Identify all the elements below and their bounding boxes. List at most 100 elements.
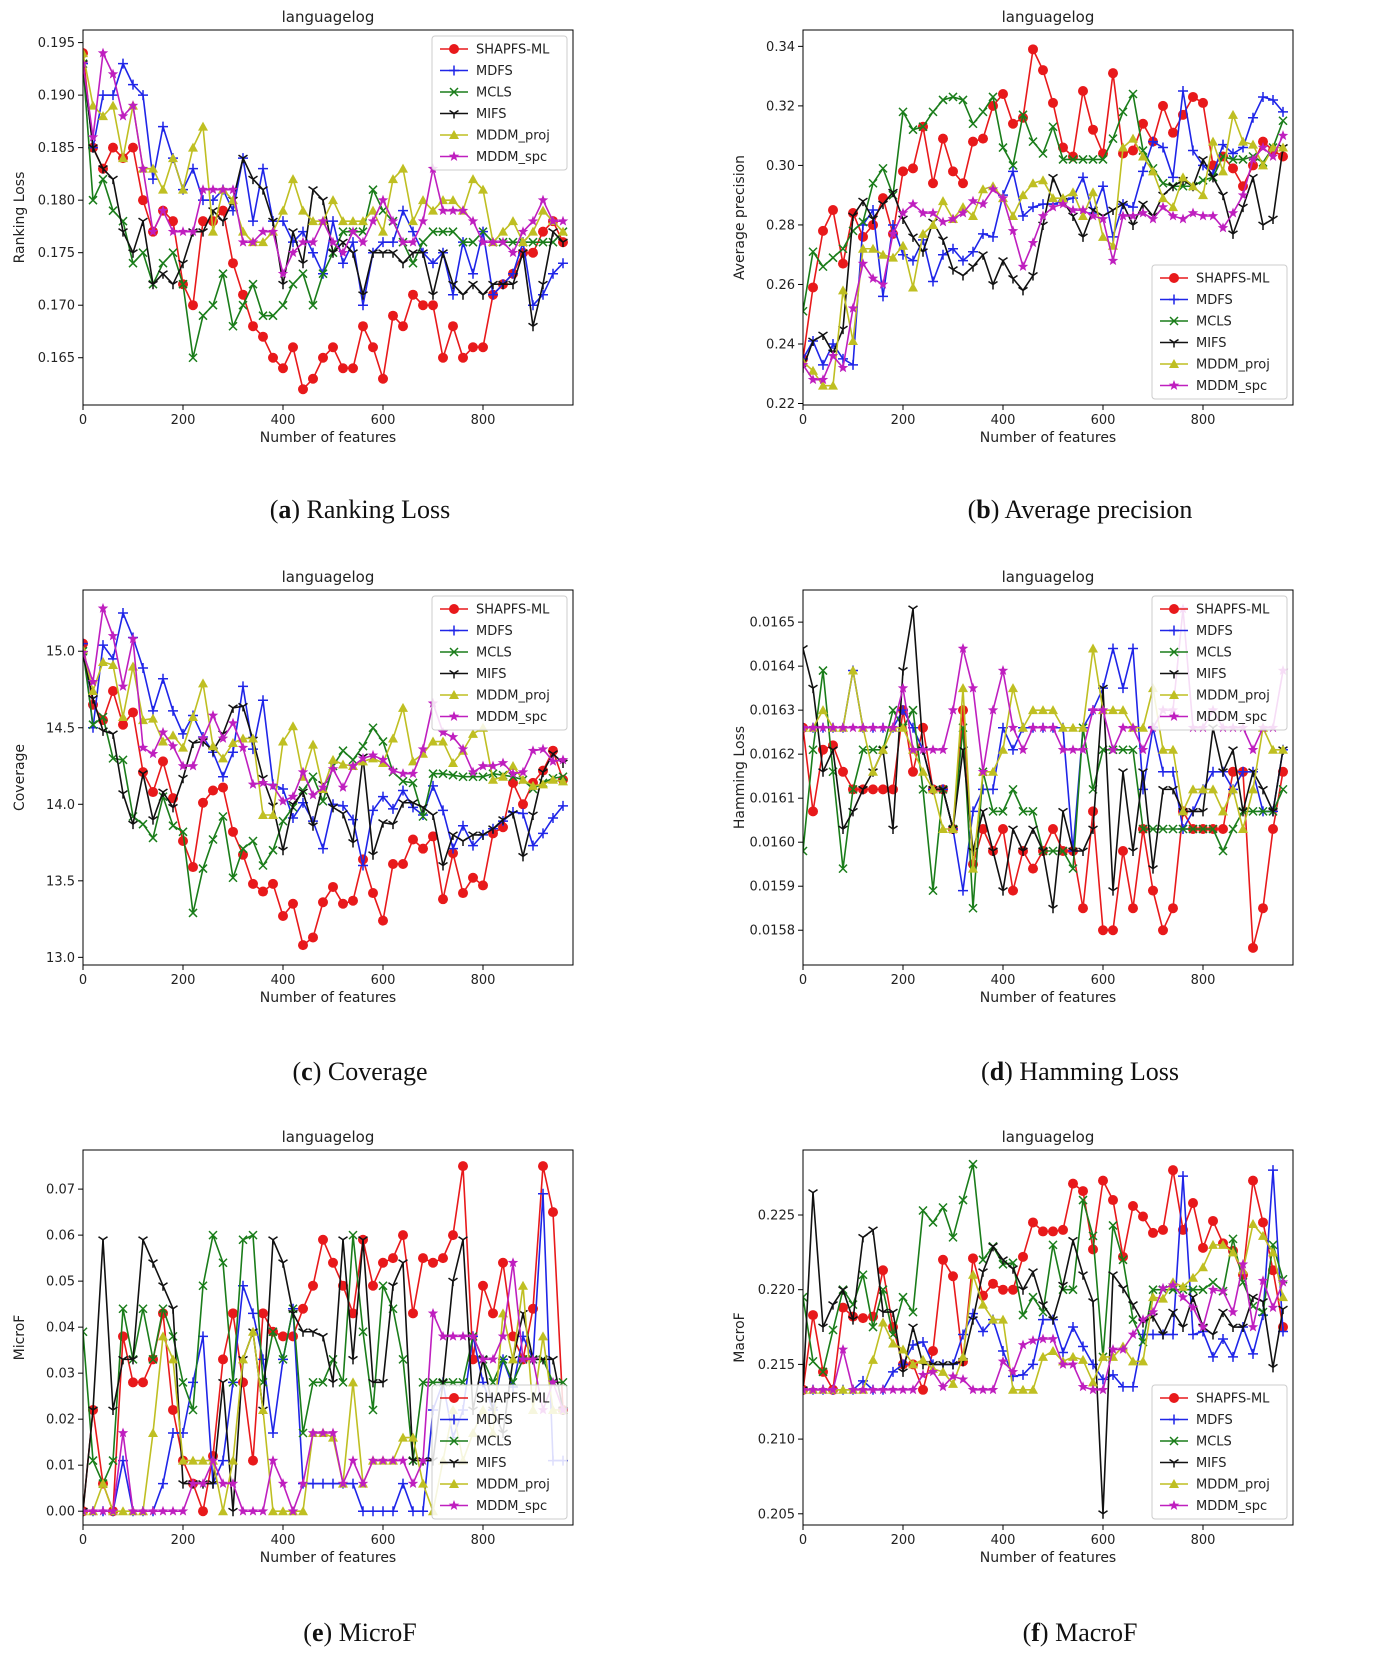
- y-tick-label: 0.195: [38, 36, 75, 51]
- data-point-shapfs-ml: [528, 247, 538, 258]
- data-point-mddm-spc: [107, 630, 119, 641]
- data-point-mddm-proj: [1108, 705, 1118, 715]
- data-point-shapfs-ml: [388, 858, 398, 869]
- y-tick-label: 0.185: [38, 141, 75, 156]
- data-point-mddm-proj: [878, 1317, 888, 1327]
- x-tick-label: 200: [171, 413, 196, 428]
- data-point-mifs: [1088, 825, 1098, 834]
- data-point-mcls: [1278, 116, 1288, 126]
- data-point-mddm-proj: [278, 736, 288, 746]
- data-point-mcls: [408, 258, 418, 268]
- data-point-mddm-proj: [418, 195, 428, 205]
- data-point-mddm-spc: [157, 1505, 169, 1516]
- data-point-mddm-spc: [1197, 210, 1209, 221]
- data-point-mddm-spc: [207, 1455, 219, 1466]
- data-point-mddm-proj: [968, 211, 978, 221]
- data-point-mddm-proj: [898, 722, 908, 732]
- data-point-mifs: [858, 785, 868, 795]
- data-point-mdfs: [1268, 1165, 1278, 1176]
- data-point-mddm-spc: [1277, 1276, 1289, 1287]
- data-point-mifs: [558, 238, 568, 248]
- legend: SHAPFS-ML MDFS MCLS MIFS MDDM_proj MDDM_spc: [1151, 1384, 1288, 1520]
- data-point-mifs: [388, 249, 398, 258]
- legend-label-mcls: MCLS: [1196, 315, 1232, 330]
- data-point-mddm-spc: [1107, 255, 1119, 266]
- plot-frame: [82, 1149, 574, 1526]
- data-point-mifs: [168, 280, 178, 290]
- data-point-mcls: [1228, 1234, 1238, 1244]
- data-point-mddm-proj: [948, 823, 958, 833]
- legend-label-shapfs-ml: SHAPFS-ML: [476, 43, 550, 58]
- data-point-shapfs-ml: [258, 886, 268, 897]
- data-point-mcls: [1088, 1231, 1098, 1241]
- data-point-mifs: [1018, 847, 1028, 857]
- data-point-mddm-spc: [1137, 744, 1149, 755]
- data-point-mdfs: [298, 226, 308, 237]
- data-point-mddm-spc: [167, 1505, 179, 1516]
- data-point-mddm-proj: [1228, 109, 1238, 119]
- data-point-mifs: [1118, 1284, 1128, 1294]
- series-mcls: [83, 59, 568, 363]
- data-point-mddm-spc: [397, 768, 409, 779]
- data-point-shapfs-ml: [468, 342, 478, 353]
- data-point-shapfs-ml: [1098, 925, 1108, 936]
- data-point-mifs: [288, 1309, 298, 1319]
- data-point-mddm-spc: [147, 1505, 159, 1516]
- data-point-mddm-spc: [1127, 1329, 1139, 1339]
- data-point-mdfs: [538, 289, 548, 300]
- data-point-mddm-spc: [427, 1307, 439, 1318]
- data-point-mddm-spc: [987, 1384, 999, 1395]
- data-point-shapfs-ml: [498, 1257, 508, 1268]
- y-tick-label: 0.215: [758, 1358, 795, 1373]
- data-point-mcls: [198, 311, 208, 321]
- data-point-mddm-proj: [308, 216, 318, 226]
- y-tick-label: 0.00: [46, 1505, 75, 1520]
- data-point-mifs: [88, 144, 98, 153]
- data-point-mddm-proj: [558, 226, 568, 236]
- data-point-mddm-spc: [1057, 744, 1069, 755]
- data-point-mdfs: [428, 258, 438, 269]
- data-point-mcls: [978, 1255, 988, 1265]
- data-point-mcls: [258, 860, 268, 871]
- data-point-mifs: [1028, 1268, 1038, 1277]
- plot-frame: [82, 589, 574, 966]
- data-point-mifs: [1168, 1308, 1178, 1318]
- data-point-shapfs-ml: [328, 342, 338, 353]
- data-point-mddm-spc: [857, 1384, 869, 1395]
- plot-frame: [802, 589, 1294, 966]
- data-point-mddm-spc: [97, 1505, 109, 1516]
- chart-title: languagelog: [1002, 1128, 1095, 1146]
- data-point-mifs: [318, 1332, 328, 1342]
- data-point-mddm-spc: [83, 647, 89, 658]
- data-point-shapfs-ml: [548, 745, 558, 756]
- data-point-mddm-spc: [357, 1478, 369, 1489]
- data-point-mddm-spc: [1107, 1343, 1119, 1354]
- data-point-mifs: [888, 1308, 898, 1318]
- data-point-mifs: [1228, 230, 1238, 239]
- series-mddm-spc: [803, 1258, 1289, 1395]
- y-tick-label: 0.30: [766, 159, 795, 174]
- data-point-mcls: [508, 237, 518, 247]
- data-point-mifs: [398, 799, 408, 808]
- data-point-mddm-spc: [877, 722, 889, 733]
- data-point-shapfs-ml: [1128, 145, 1138, 156]
- data-point-shapfs-ml: [198, 1506, 208, 1517]
- data-point-mifs: [1238, 1323, 1248, 1333]
- data-point-mifs: [1268, 215, 1278, 224]
- data-point-mcls: [348, 755, 358, 765]
- data-point-mddm-proj: [148, 163, 158, 173]
- legend: SHAPFS-ML MDFS MCLS MIFS MDDM_proj MDDM_spc: [1151, 595, 1288, 731]
- data-point-mddm-spc: [907, 744, 919, 755]
- x-tick-label: 200: [171, 973, 196, 988]
- y-axis-label: Coverage: [12, 744, 28, 811]
- data-point-mddm-spc: [997, 1355, 1009, 1366]
- y-tick-label: 0.0159: [750, 880, 796, 895]
- data-point-mddm-spc: [197, 184, 209, 195]
- data-point-mcls: [358, 741, 368, 751]
- data-point-mifs: [1228, 1323, 1238, 1333]
- data-point-shapfs-ml: [428, 831, 438, 842]
- data-point-mddm-spc: [977, 766, 989, 777]
- legend-label-mddm-spc: MDDM_spc: [476, 710, 547, 725]
- data-point-mddm-spc: [397, 236, 409, 247]
- legend-marker-mifs: [1169, 1458, 1179, 1468]
